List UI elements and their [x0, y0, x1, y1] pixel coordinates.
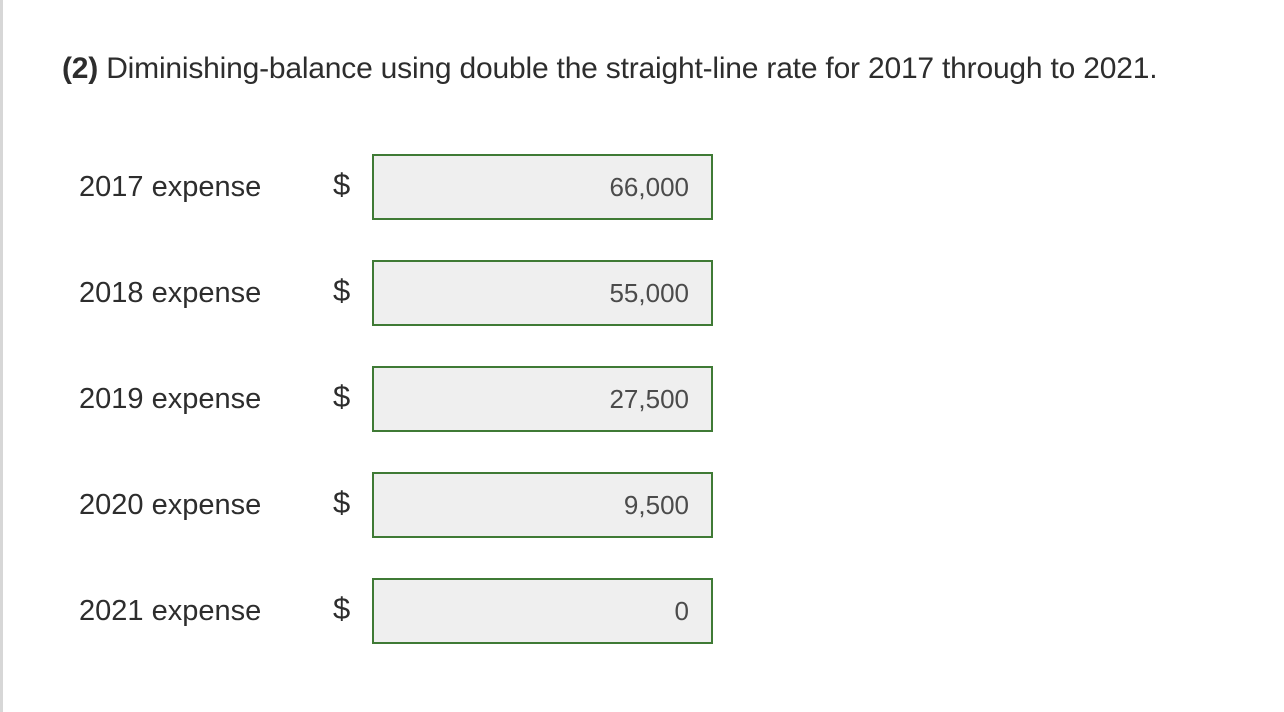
expense-label: 2020 expense	[79, 489, 262, 521]
expense-input-2020[interactable]	[372, 472, 713, 538]
expense-row-2017: 2017 expense $	[0, 154, 760, 220]
expense-input-2021[interactable]	[372, 578, 713, 644]
dollar-sign: $	[333, 379, 351, 414]
dollar-sign: $	[333, 591, 351, 626]
expense-row-2021: 2021 expense $	[0, 578, 760, 644]
expense-input-2018[interactable]	[372, 260, 713, 326]
question-part-label: (2)	[62, 52, 99, 85]
dollar-sign: $	[333, 167, 351, 202]
question-text: Diminishing-balance using double the str…	[106, 52, 1158, 85]
question-prompt: (2) Diminishing-balance using double the…	[62, 48, 1272, 90]
left-border	[0, 0, 3, 712]
expense-label: 2017 expense	[79, 171, 262, 203]
dollar-sign: $	[333, 485, 351, 520]
expense-label: 2018 expense	[79, 277, 262, 309]
expense-label: 2019 expense	[79, 383, 262, 415]
dollar-sign: $	[333, 273, 351, 308]
expense-label: 2021 expense	[79, 595, 262, 627]
expense-row-2019: 2019 expense $	[0, 366, 760, 432]
expense-row-2018: 2018 expense $	[0, 260, 760, 326]
expense-input-2017[interactable]	[372, 154, 713, 220]
expense-row-2020: 2020 expense $	[0, 472, 760, 538]
expense-input-2019[interactable]	[372, 366, 713, 432]
